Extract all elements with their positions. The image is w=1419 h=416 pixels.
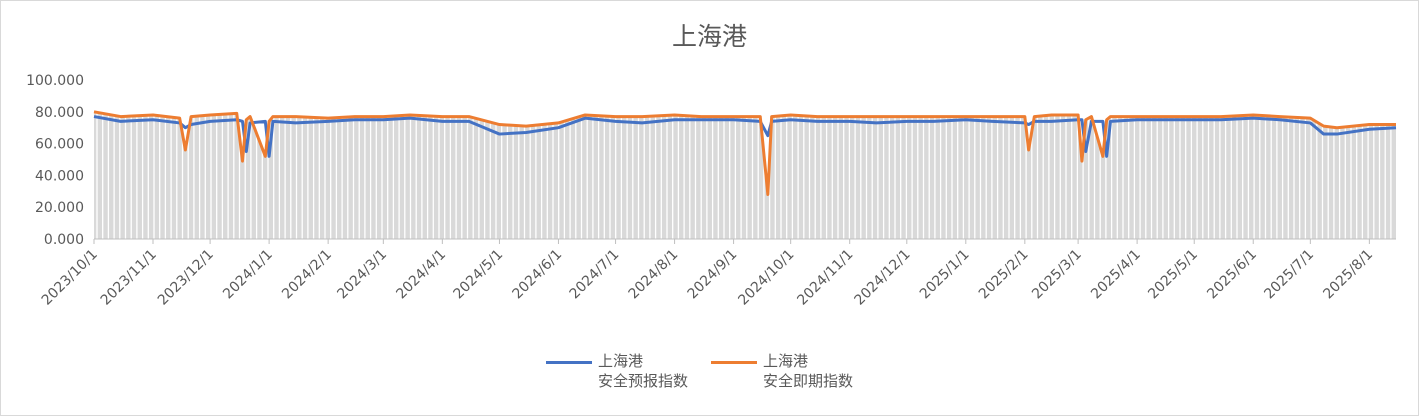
x-tick-label: 2024/9/1: [685, 247, 741, 303]
x-tick-label: 2024/3/1: [334, 247, 390, 303]
x-tick-label: 2024/11/1: [794, 247, 856, 309]
legend-label-forecast: 上海港 安全预报指数: [598, 352, 689, 390]
x-tick-label: 2025/5/1: [1145, 247, 1201, 303]
legend-item-forecast: 上海港 安全预报指数: [546, 351, 688, 391]
y-tick-label: 20.000: [35, 200, 84, 216]
x-tick-label: 2024/4/1: [393, 247, 449, 303]
y-tick-label: 0.000: [44, 232, 84, 248]
x-tick-label: 2025/7/1: [1261, 247, 1317, 303]
x-tick-label: 2024/2/1: [279, 247, 335, 303]
y-tick-label: 40.000: [35, 168, 84, 184]
x-tick-label: 2024/5/1: [450, 247, 506, 303]
legend-swatch-forecast: [546, 361, 592, 364]
x-tick-label: 2024/1/1: [220, 247, 276, 303]
x-tick-label: 2023/12/1: [155, 247, 217, 309]
chart-title: 上海港: [671, 22, 747, 51]
x-tick-label: 2025/6/1: [1204, 247, 1260, 303]
x-tick-label: 2023/10/1: [39, 247, 101, 309]
x-tick-label: 2024/6/1: [510, 247, 566, 303]
x-tick-label: 2025/2/1: [976, 247, 1032, 303]
x-tick-label: 2024/12/1: [852, 247, 914, 309]
x-tick-label: 2024/7/1: [567, 247, 623, 303]
x-tick-label: 2025/3/1: [1029, 247, 1085, 303]
y-tick-label: 60.000: [35, 137, 84, 153]
x-tick-label: 2024/10/1: [735, 247, 797, 309]
legend-swatch-current: [711, 361, 757, 364]
y-tick-label: 80.000: [35, 105, 84, 121]
x-tick-label: 2023/11/1: [98, 247, 160, 309]
legend-label-current: 上海港 安全即期指数: [763, 352, 854, 390]
legend-item-current: 上海港 安全即期指数: [711, 351, 853, 391]
area-fill: [94, 111, 1396, 239]
x-tick-label: 2025/1/1: [917, 247, 973, 303]
x-tick-label: 2025/8/1: [1320, 247, 1376, 303]
x-tick-label: 2025/4/1: [1088, 247, 1144, 303]
x-tick-label: 2024/8/1: [626, 247, 682, 303]
y-tick-label: 100.000: [26, 73, 84, 89]
